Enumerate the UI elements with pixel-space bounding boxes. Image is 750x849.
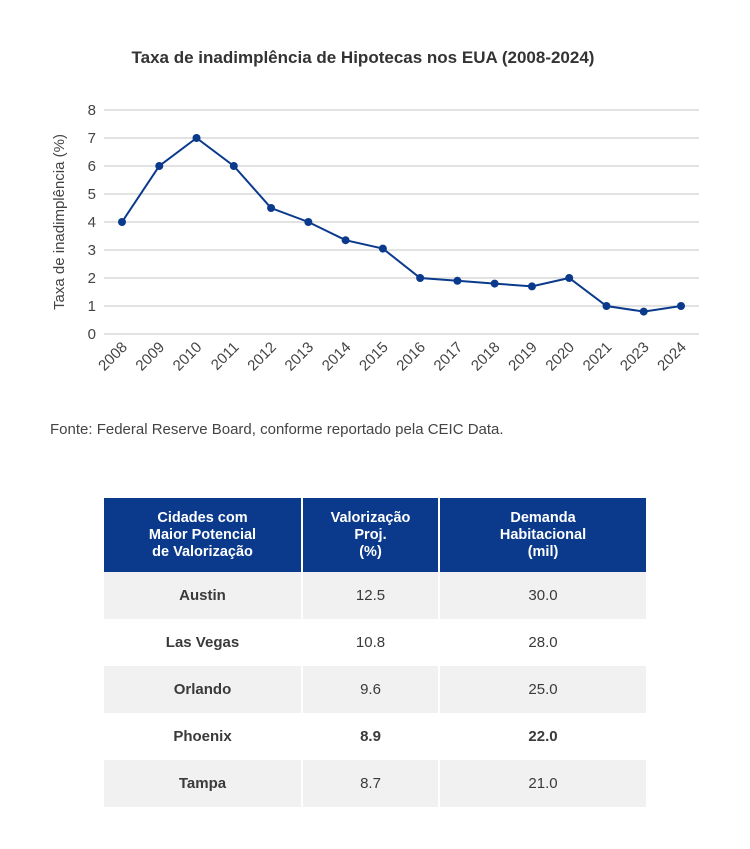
data-point: [490, 279, 499, 288]
city-cell: Orlando: [104, 666, 301, 713]
y-tick-labels: 0 1 2 3 4 5 6 7 8: [88, 102, 96, 343]
data-point: [229, 162, 238, 170]
data-point: [677, 302, 685, 310]
x-tick-label: 2024: [654, 339, 690, 375]
data-point: [527, 282, 536, 291]
data-point: [304, 218, 313, 226]
x-tick-label: 2009: [132, 339, 168, 375]
data-point: [453, 276, 462, 285]
valorizacao-cell: 8.9: [303, 713, 438, 760]
header-valorizacao: Valorização Proj. (%): [303, 498, 438, 572]
table-row: Las Vegas 10.8 28.0: [104, 619, 646, 666]
data-point: [639, 307, 648, 316]
source-note: Fonte: Federal Reserve Board, conforme r…: [50, 421, 504, 438]
data-point: [378, 244, 387, 253]
demanda-cell: 30.0: [440, 572, 646, 619]
x-tick-label: 2015: [356, 339, 392, 375]
data-point: [416, 274, 425, 282]
data-point: [118, 218, 126, 226]
x-tick-label: 2008: [95, 339, 131, 375]
x-tick-label: 2016: [393, 339, 429, 375]
valorizacao-cell: 10.8: [303, 619, 438, 666]
table-row: Orlando 9.6 25.0: [104, 666, 646, 713]
x-tick-label: 2017: [431, 339, 467, 375]
valorizacao-cell: 9.6: [303, 666, 438, 713]
table-row: Phoenix 8.9 22.0: [104, 713, 646, 760]
y-axis-label: Taxa de inadimplência (%): [51, 134, 68, 310]
demanda-cell: 25.0: [440, 666, 646, 713]
series-line: [121, 136, 682, 313]
header-city: Cidades com Maior Potencial de Valorizaç…: [104, 498, 301, 572]
x-tick-label: 2023: [617, 339, 653, 375]
x-tick-label: 2010: [170, 339, 206, 375]
data-point: [192, 134, 201, 142]
data-point: [155, 162, 164, 170]
y-tick-label: 4: [88, 214, 96, 231]
x-tick-label: 2019: [505, 339, 541, 375]
chart-title: Taxa de inadimplência de Hipotecas nos E…: [132, 48, 595, 67]
x-tick-label: 2014: [319, 339, 355, 375]
y-tick-label: 3: [88, 242, 96, 259]
y-tick-label: 8: [88, 102, 96, 119]
demanda-cell: 22.0: [440, 713, 646, 760]
y-tick-label: 7: [88, 130, 96, 147]
x-tick-label: 2020: [542, 339, 578, 375]
data-point: [267, 204, 276, 212]
valorizacao-cell: 8.7: [303, 760, 438, 807]
city-cell: Tampa: [104, 760, 301, 807]
header-demanda: Demanda Habitacional (mil): [440, 498, 646, 572]
table-row: Austin 12.5 30.0: [104, 572, 646, 619]
y-tick-label: 6: [88, 158, 96, 175]
x-tick-labels: 2008 2009 2010 2011 2012 2013 2014 2015 2016 2017…: [95, 339, 690, 375]
data-point: [565, 274, 574, 282]
valorizacao-cell: 12.5: [303, 572, 438, 619]
table-row: Tampa 8.7 21.0: [104, 760, 646, 807]
city-cell: Austin: [104, 572, 301, 619]
demanda-cell: 28.0: [440, 619, 646, 666]
city-cell: Las Vegas: [104, 619, 301, 666]
demanda-cell: 21.0: [440, 760, 646, 807]
x-tick-label: 2018: [468, 339, 504, 375]
x-tick-label: 2013: [282, 339, 318, 375]
x-tick-label: 2012: [244, 339, 280, 375]
table-header-row: Cidades com Maior Potencial de Valorizaç…: [104, 498, 646, 572]
y-tick-label: 0: [88, 326, 96, 343]
y-tick-label: 2: [88, 270, 96, 287]
x-tick-label: 2011: [208, 339, 243, 374]
cities-table: Cidades com Maior Potencial de Valorizaç…: [102, 498, 648, 807]
gridlines: [104, 109, 699, 335]
city-cell: Phoenix: [104, 713, 301, 760]
y-tick-label: 1: [88, 298, 96, 315]
y-tick-label: 5: [88, 186, 96, 203]
line-chart: Taxa de inadimplência de Hipotecas nos E…: [51, 48, 699, 375]
data-points: [118, 134, 685, 316]
data-point: [341, 236, 350, 245]
x-tick-label: 2021: [580, 339, 616, 375]
data-point: [602, 302, 611, 310]
